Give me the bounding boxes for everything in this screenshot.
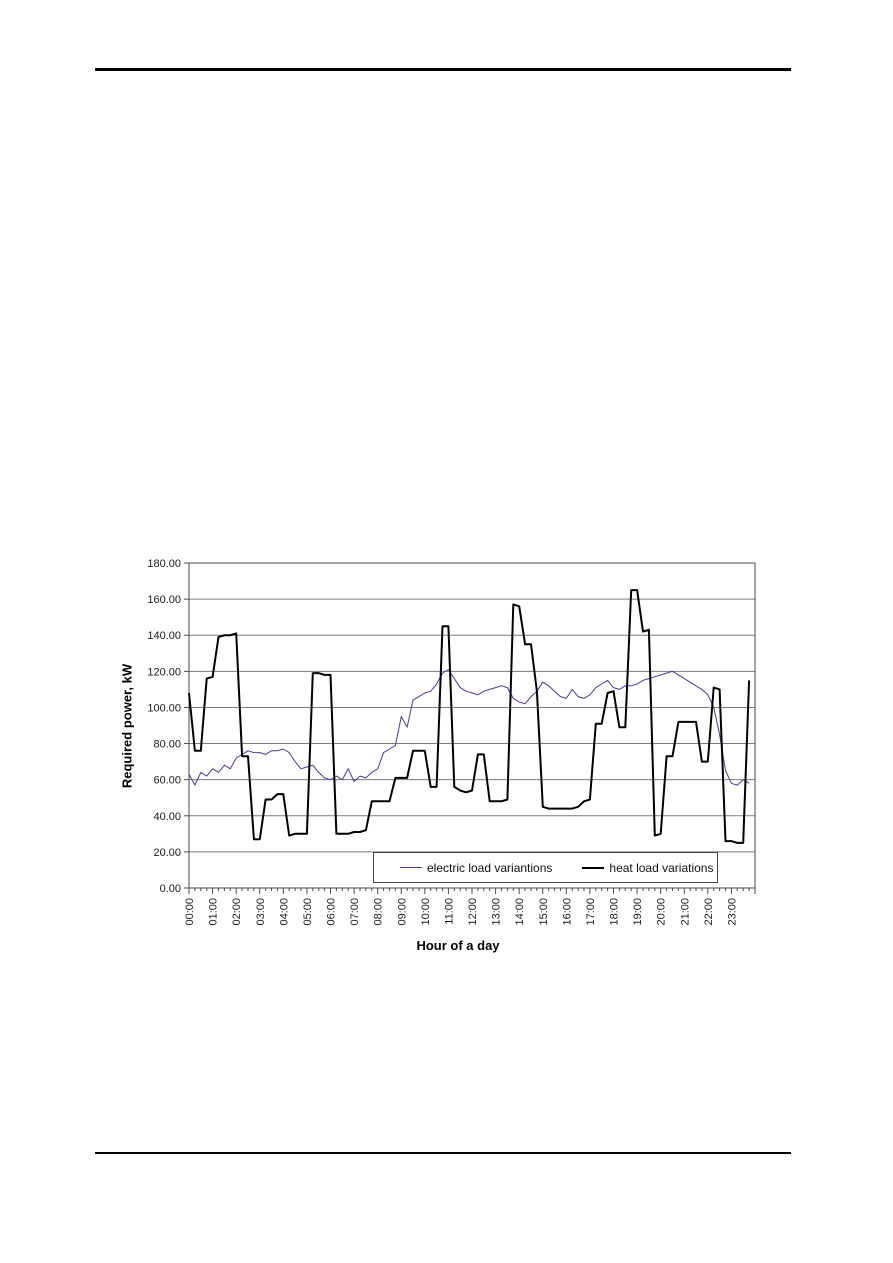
x-tick-label: 17:00 (585, 898, 597, 926)
x-tick-label: 05:00 (302, 898, 314, 926)
x-tick-label: 07:00 (349, 898, 361, 926)
header-rule (95, 68, 791, 71)
electric-load-line (188, 669, 750, 786)
x-tick-label: 08:00 (373, 898, 385, 926)
y-tick-label: 60.00 (153, 775, 181, 787)
x-tick-label: 22:00 (703, 898, 715, 926)
x-tick-label: 16:00 (561, 898, 573, 926)
y-tick-label: 40.00 (153, 811, 181, 823)
x-tick-label: 10:00 (420, 898, 432, 926)
chart-legend: electric load variantions heat load vari… (373, 852, 718, 883)
x-tick-label: 13:00 (491, 898, 503, 926)
y-tick-label: 140.00 (147, 630, 181, 642)
x-tick-label: 00:00 (184, 898, 196, 926)
y-tick-label: 120.00 (147, 666, 181, 678)
plot-border (188, 562, 756, 889)
y-tick-label: 20.00 (153, 847, 181, 859)
y-tick-label: 160.00 (147, 594, 181, 606)
x-tick-label: 04:00 (278, 898, 290, 926)
load-chart-figure: 0.00 20.00 40.00 60.00 80.00 100.00 120.00 140.… (100, 540, 780, 970)
x-tick-label: 14:00 (514, 898, 526, 926)
x-tick-label: 03:00 (255, 898, 267, 926)
heat-series-label: heat load variations (609, 860, 714, 875)
y-tick-label: 80.00 (153, 739, 181, 751)
x-axis-title: Hour of a day (416, 938, 500, 953)
x-tick-label: 19:00 (632, 898, 644, 926)
y-tick-label: 0.00 (160, 883, 181, 895)
load-variations-chart: 0.00 20.00 40.00 60.00 80.00 100.00 120.00 140.… (147, 558, 756, 926)
x-tick-label: 20:00 (656, 898, 668, 926)
x-tick-label: 11:00 (443, 898, 455, 925)
x-tick-label: 02:00 (231, 898, 243, 926)
x-tick-label: 01:00 (208, 898, 220, 926)
heat-load-line (188, 589, 751, 844)
x-tick-label: 23:00 (726, 898, 738, 926)
x-tick-label: 06:00 (326, 898, 338, 926)
y-tick-label: 100.00 (147, 702, 181, 714)
electric-series-swatch (400, 867, 422, 868)
electric-series-label: electric load variantions (427, 860, 553, 875)
x-tick-label: 18:00 (609, 898, 621, 926)
footer-rule (95, 1152, 791, 1154)
y-axis-title: Required power, kW (119, 663, 135, 789)
x-tick-label: 21:00 (679, 898, 691, 926)
x-tick-label: 12:00 (467, 898, 479, 926)
heat-series-swatch (582, 866, 605, 869)
x-tick-label: 15:00 (538, 898, 550, 926)
x-tick-label: 09:00 (396, 898, 408, 926)
y-tick-label: 180.00 (147, 558, 181, 570)
